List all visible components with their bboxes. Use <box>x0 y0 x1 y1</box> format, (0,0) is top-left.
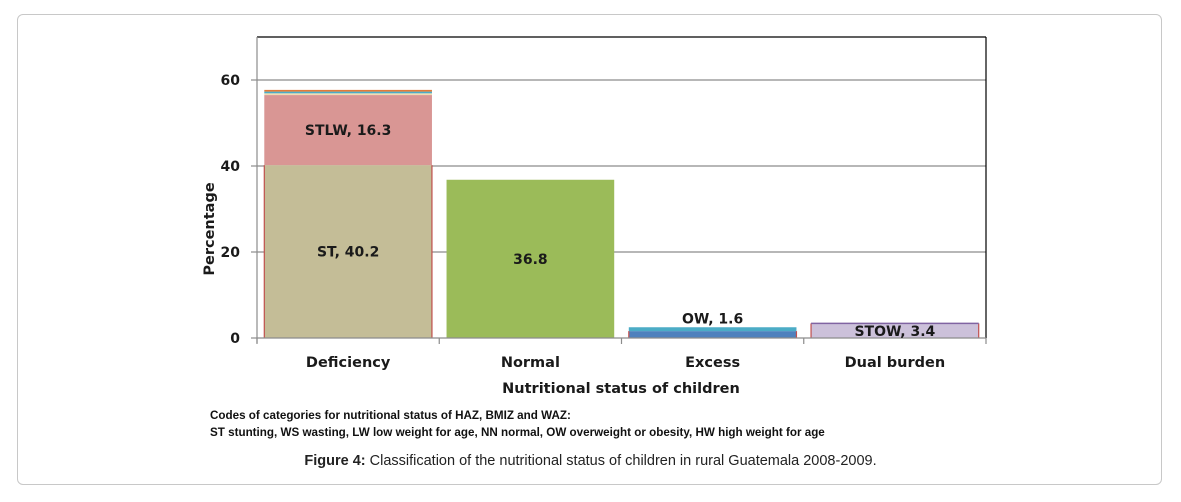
bar-segment-ow <box>628 331 797 338</box>
axes: 0 20 40 60 Deficiency Normal Excess Dual burden <box>221 36 987 371</box>
bar-segment-stow <box>811 323 979 338</box>
data-label-ow: OW, 1.6 <box>682 311 743 327</box>
data-label-stlw: STLW, 16.3 <box>305 123 392 139</box>
bar-segment-st <box>264 165 432 338</box>
x-tick-label: Excess <box>685 355 740 371</box>
y-axis-title: Percentage <box>202 182 218 275</box>
figure-frame <box>17 14 1162 485</box>
stacked-bar-chart: 0 20 40 60 Deficiency Normal Excess Dual burden… <box>202 36 987 397</box>
bar-segment-stlw <box>264 95 432 166</box>
bar-segment-nn <box>446 179 615 338</box>
bar-segment-other <box>628 327 797 332</box>
y-tick-label: 60 <box>221 73 241 89</box>
caption-text: Classification of the nutritional status… <box>365 453 877 469</box>
x-tick-label: Deficiency <box>306 355 391 371</box>
x-tick-label: Normal <box>501 355 560 371</box>
bars <box>263 89 980 338</box>
bar-segment-other-3 <box>264 89 432 92</box>
data-label-st: ST, 40.2 <box>317 245 379 261</box>
data-label-nn: 36.8 <box>513 252 548 268</box>
data-labels: ST, 40.2 STLW, 16.3 36.8 OW, 1.6 STOW, 3.4 <box>305 123 936 340</box>
caption-prefix: Figure 4: <box>304 453 366 469</box>
codes-note-line2: ST stunting, WS wasting, LW low weight f… <box>210 425 825 439</box>
y-tick-label: 40 <box>221 159 241 175</box>
bar-segment-other-1 <box>264 93 432 96</box>
x-axis-title: Nutritional status of children <box>502 381 740 397</box>
x-tick-label: Dual burden <box>845 355 946 371</box>
y-tick-label: 20 <box>221 245 241 261</box>
data-label-stow: STOW, 3.4 <box>854 324 935 340</box>
y-tick-label: 0 <box>230 331 240 347</box>
codes-note-line1: Codes of categories for nutritional stat… <box>210 408 571 422</box>
bar-segment-other-2 <box>264 91 432 94</box>
figure-caption: Figure 4: Classification of the nutritio… <box>0 453 1181 469</box>
